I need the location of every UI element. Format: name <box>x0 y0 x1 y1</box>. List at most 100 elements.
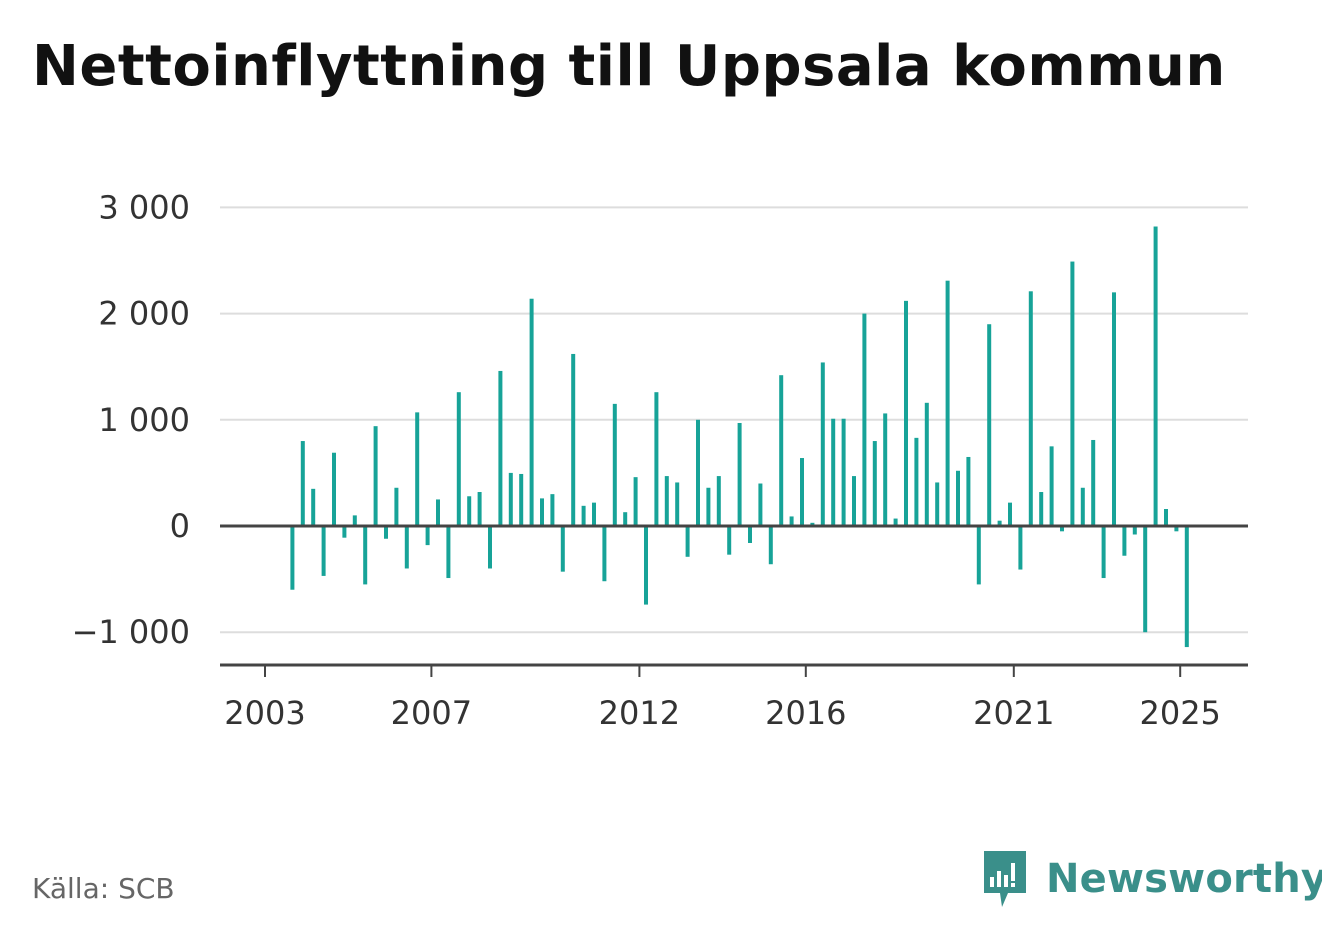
bar <box>384 526 388 539</box>
bar <box>1070 261 1075 526</box>
bar <box>1153 226 1158 527</box>
brand-logo: Newsworthy <box>980 848 1322 910</box>
bar <box>883 413 888 526</box>
bar <box>540 498 544 526</box>
bar <box>373 426 378 526</box>
bar <box>352 515 357 526</box>
bar <box>935 482 940 526</box>
source-note: Källa: SCB <box>32 872 175 905</box>
bar <box>1174 526 1179 532</box>
y-tick-label: 0 <box>170 507 190 545</box>
bar <box>602 526 607 582</box>
y-tick-label: 3 000 <box>98 188 190 226</box>
bar <box>467 496 472 526</box>
bar <box>644 526 648 605</box>
chart-title: Nettoinflyttning till Uppsala kommun <box>32 34 1226 99</box>
bar <box>311 488 316 526</box>
bar <box>904 300 908 526</box>
gridlines <box>220 206 1248 634</box>
bar <box>342 526 347 538</box>
bar <box>727 526 732 555</box>
bar <box>654 392 659 526</box>
bar <box>862 313 867 526</box>
bar <box>820 362 825 526</box>
bar <box>415 412 420 526</box>
bar <box>956 470 960 526</box>
bar <box>1028 291 1033 526</box>
bar <box>685 526 690 557</box>
bar <box>571 353 576 526</box>
bar <box>456 392 461 526</box>
bar <box>706 487 711 526</box>
bar <box>768 526 773 565</box>
bar <box>560 526 565 572</box>
bar <box>1091 439 1096 526</box>
bar <box>737 422 742 526</box>
bar <box>945 280 950 526</box>
bar <box>446 526 451 579</box>
y-tick-label: 2 000 <box>98 295 190 333</box>
bar <box>966 456 971 526</box>
bar <box>841 418 846 526</box>
bar <box>623 512 628 526</box>
bar <box>1164 509 1168 526</box>
bar <box>1008 502 1012 526</box>
brand-name: Newsworthy <box>1046 856 1322 902</box>
y-tick-label: −1 000 <box>72 613 190 651</box>
newsworthy-logo-icon <box>984 851 1026 907</box>
bar <box>321 526 326 576</box>
bar <box>425 526 430 546</box>
bar <box>1039 492 1044 526</box>
bar <box>1080 487 1085 526</box>
bar <box>612 403 617 526</box>
bar <box>800 458 804 526</box>
bars <box>290 226 1189 648</box>
axes <box>220 524 1248 667</box>
x-tick-label: 2025 <box>1139 694 1220 732</box>
bar <box>924 402 929 526</box>
bar <box>519 473 524 526</box>
x-tick-label: 2012 <box>599 694 680 732</box>
bar <box>1049 446 1054 526</box>
bar <box>498 370 503 526</box>
bar <box>394 487 399 526</box>
bar <box>550 494 555 526</box>
bar <box>436 499 440 526</box>
bar <box>1060 526 1064 532</box>
bar <box>810 522 815 526</box>
bar <box>529 298 534 526</box>
bar <box>1132 526 1137 535</box>
x-tick-label: 2007 <box>391 694 472 732</box>
bar <box>831 418 836 526</box>
bar <box>477 492 482 526</box>
bar <box>592 502 596 526</box>
bar <box>488 526 492 569</box>
bar <box>675 482 680 526</box>
bar <box>852 476 856 526</box>
bar <box>872 441 877 526</box>
bar <box>404 526 409 569</box>
bar <box>633 477 638 526</box>
bar <box>508 472 513 526</box>
bar <box>696 419 700 526</box>
bar <box>716 476 721 526</box>
bar <box>893 518 898 526</box>
bar <box>581 505 586 526</box>
x-axis-tick-labels: 2003 2007 2012 2016 2021 2025 <box>224 665 1221 732</box>
bar <box>1112 292 1116 526</box>
bar <box>976 526 981 585</box>
x-tick-label: 2016 <box>765 694 846 732</box>
bar <box>664 476 669 526</box>
y-tick-label: 1 000 <box>98 401 190 439</box>
bar <box>987 324 992 526</box>
bar <box>997 520 1002 526</box>
bar <box>1122 526 1127 556</box>
bar <box>1143 526 1148 633</box>
bar <box>779 375 784 526</box>
bar <box>1101 526 1106 579</box>
bar <box>332 452 336 526</box>
bar <box>789 516 794 526</box>
bar <box>290 526 295 590</box>
bar <box>758 483 763 526</box>
